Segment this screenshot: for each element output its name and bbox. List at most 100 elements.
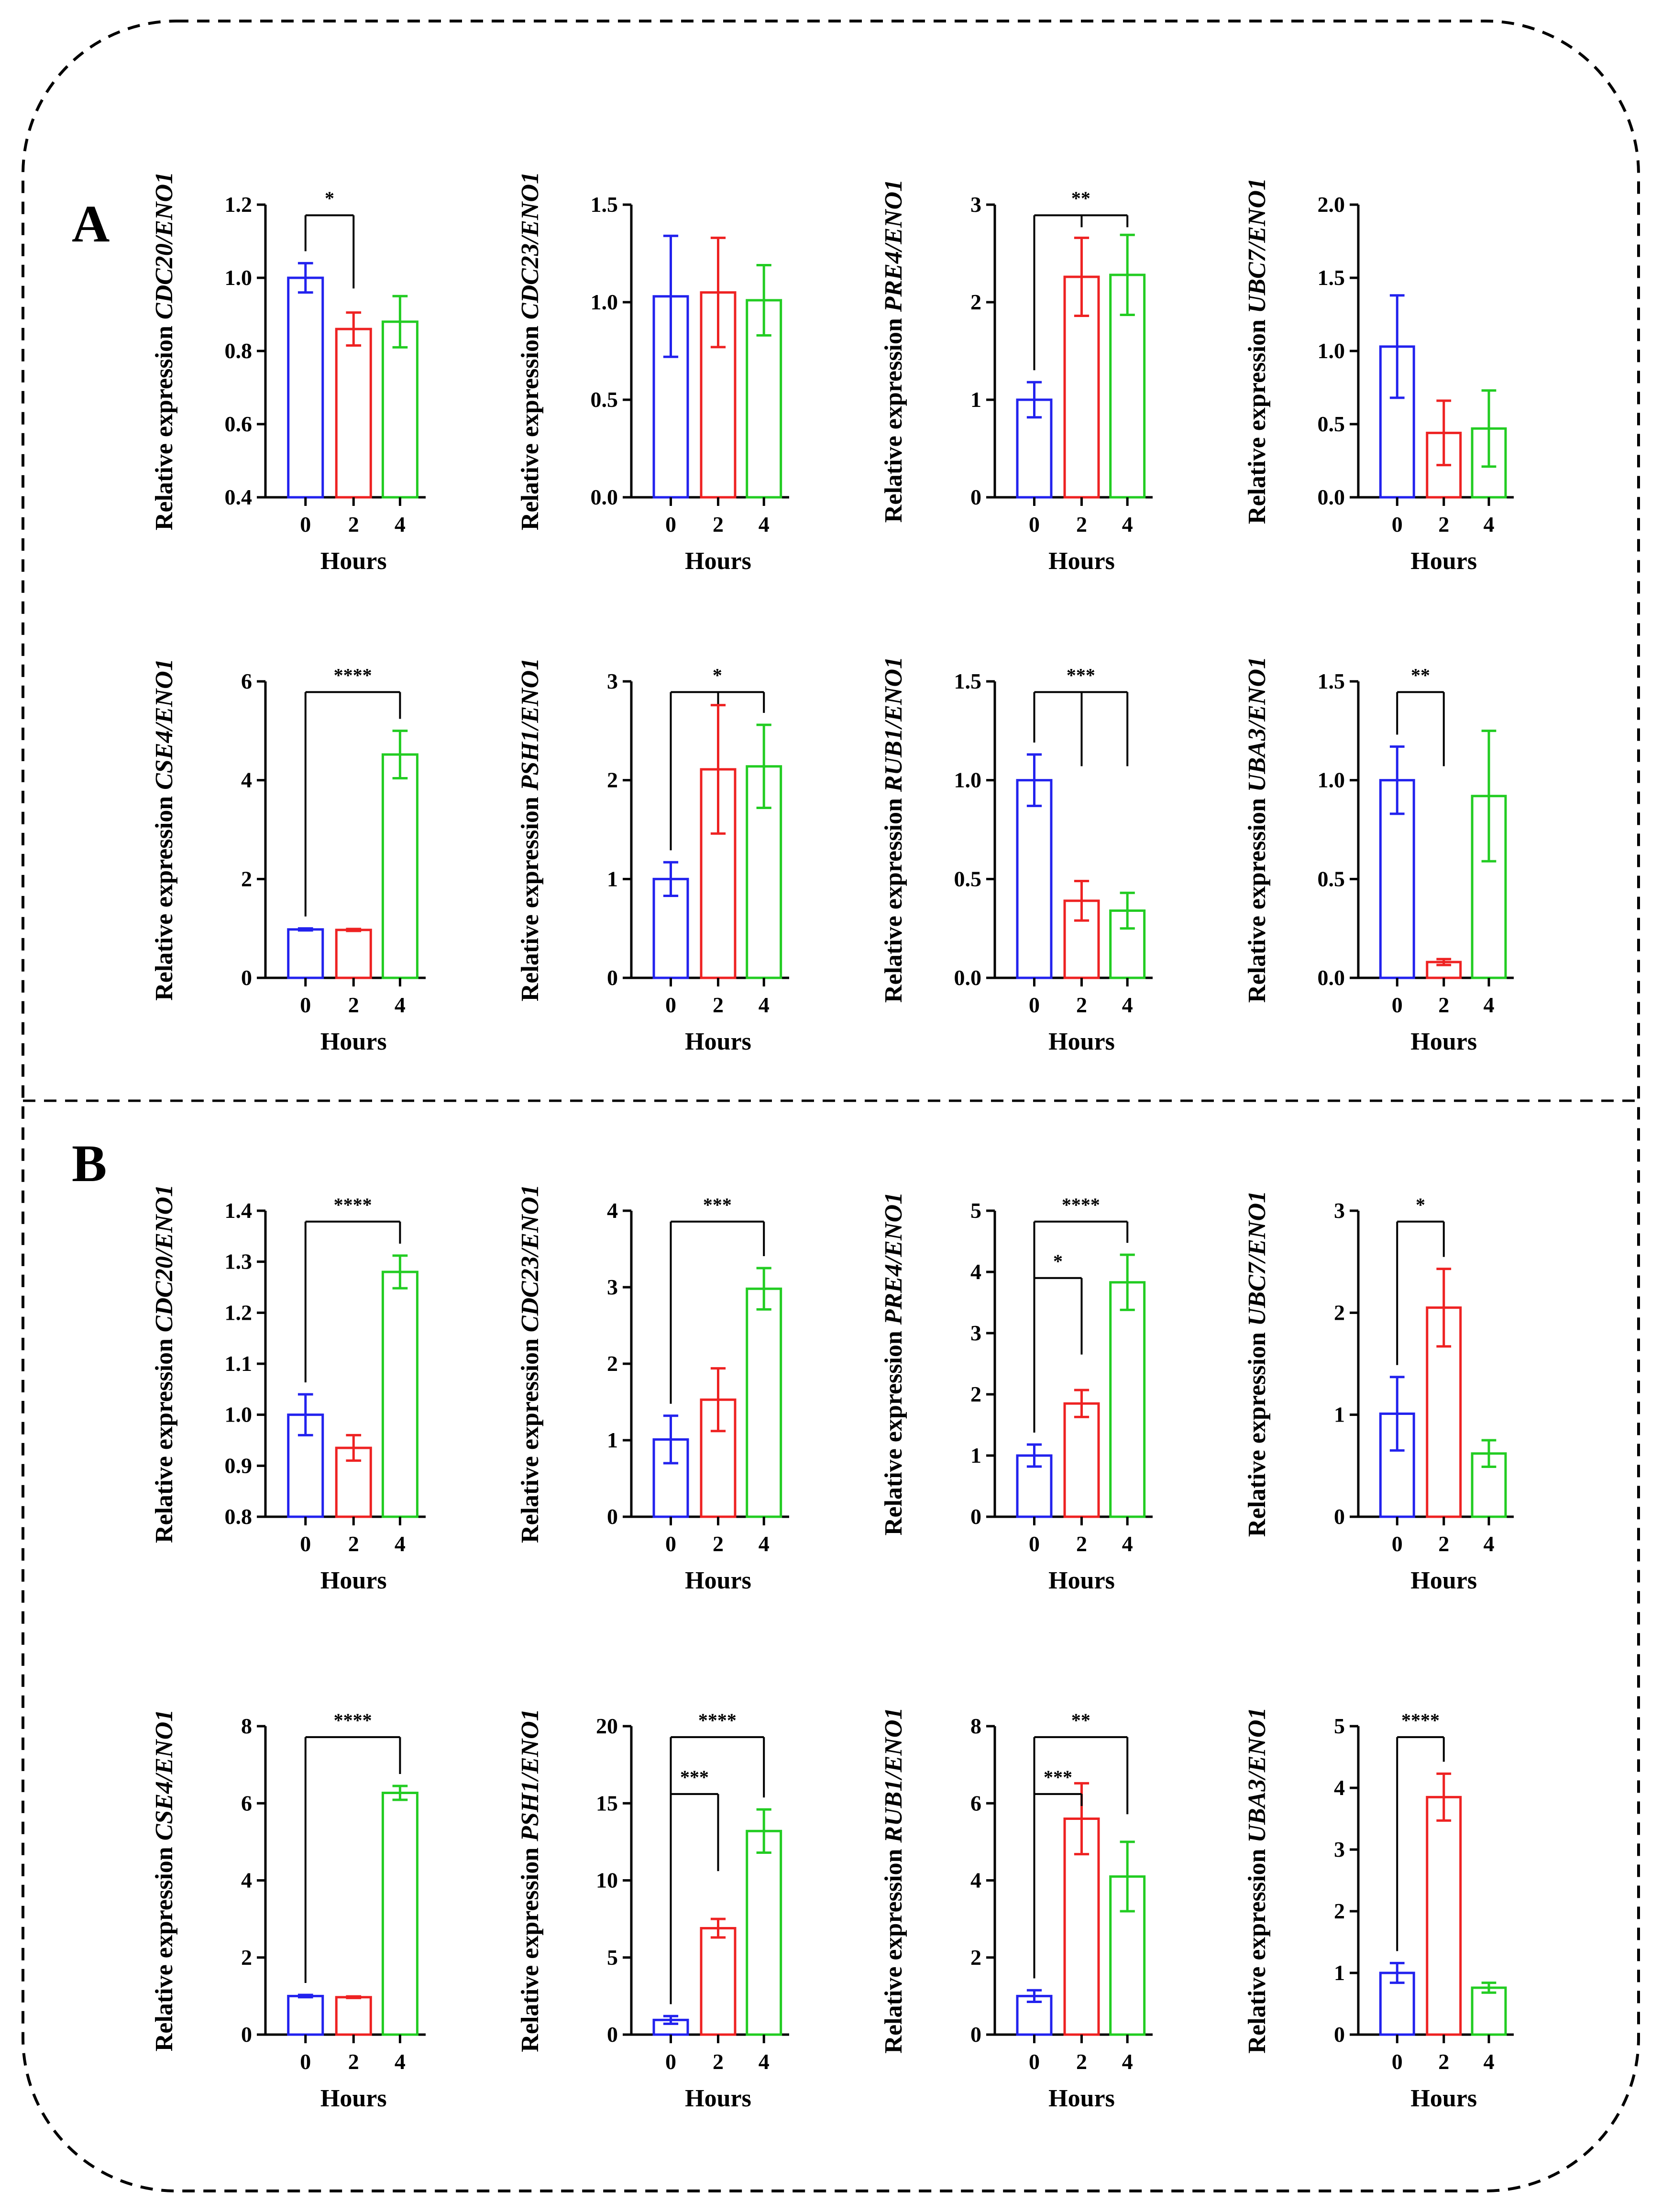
y-axis-title: Relative expression UBC7/ENO1 xyxy=(1244,1191,1271,1537)
y-axis-title-prefix: Relative expression xyxy=(880,1843,907,2054)
y-axis-title-prefix: Relative expression xyxy=(1244,792,1271,1003)
x-axis-title: Hours xyxy=(1410,2085,1477,2112)
y-axis-title-prefix: Relative expression xyxy=(1244,1326,1271,1537)
y-tick-label: 0.5 xyxy=(954,866,982,891)
x-tick-label: 0 xyxy=(300,993,311,1017)
y-tick-label: 1.0 xyxy=(1318,339,1345,363)
x-axis-title: Hours xyxy=(685,2085,751,2112)
y-axis-title-gene: RUB1/ENO1 xyxy=(880,1707,907,1843)
y-tick-label: 0 xyxy=(970,2022,981,2047)
x-tick-label: 2 xyxy=(1076,993,1087,1017)
y-tick-label: 15 xyxy=(596,1791,618,1815)
bar-0h xyxy=(287,276,324,499)
y-axis-title-gene: CSE4/ENO1 xyxy=(151,1709,178,1841)
x-tick-label: 4 xyxy=(1122,993,1133,1017)
y-tick-label: 3 xyxy=(607,669,618,693)
bar-4h xyxy=(746,1287,782,1518)
y-axis-title: Relative expression RUB1/ENO1 xyxy=(880,1707,907,2053)
chart-b-cdc23: 0 1 2 3 4 0 2 4 Hours Relative expression CDC23/E… xyxy=(517,1184,789,1594)
y-tick-label: 4 xyxy=(970,1868,981,1893)
significance-label: **** xyxy=(334,1709,372,1731)
y-axis-title-gene: CDC20/ENO1 xyxy=(151,1184,178,1332)
y-tick-label: 0.0 xyxy=(1318,965,1345,990)
y-tick-label: 2 xyxy=(970,1382,981,1406)
x-tick-label: 4 xyxy=(395,1532,406,1556)
y-axis-title: Relative expression UBA3/ENO1 xyxy=(1244,657,1271,1003)
chart-a-psh1: 0 1 2 3 0 2 4 Hours Relative expression PSH1/ENO… xyxy=(517,658,789,1055)
x-axis-title: Hours xyxy=(1048,2085,1115,2112)
bar-0h xyxy=(1016,779,1053,979)
y-tick-label: 1.5 xyxy=(591,192,618,217)
x-axis-title: Hours xyxy=(1410,548,1477,575)
significance-label: ** xyxy=(1071,1709,1090,1731)
y-axis-title-gene: PRE4/ENO1 xyxy=(880,1192,907,1325)
y-axis-title: Relative expression PRE4/ENO1 xyxy=(880,179,907,523)
y-axis-title-prefix: Relative expression xyxy=(517,1841,544,2052)
significance-label: *** xyxy=(703,1194,732,1216)
x-tick-label: 4 xyxy=(759,2049,770,2074)
x-tick-label: 4 xyxy=(395,512,406,537)
significance-label: **** xyxy=(334,1194,372,1216)
x-tick-label: 4 xyxy=(759,512,770,537)
x-tick-label: 4 xyxy=(395,993,406,1017)
panel-letter-b: B xyxy=(72,1134,107,1193)
y-tick-label: 3 xyxy=(607,1275,618,1299)
y-tick-label: 2 xyxy=(607,1351,618,1376)
x-tick-label: 2 xyxy=(348,993,359,1017)
bar-2h xyxy=(335,328,372,499)
bar-0h xyxy=(287,1994,324,2036)
y-axis-title: Relative expression CDC20/ENO1 xyxy=(151,172,178,530)
y-tick-label: 0 xyxy=(241,965,252,990)
bar-0h xyxy=(287,928,324,979)
y-tick-label: 5 xyxy=(970,1198,981,1223)
y-axis-title-prefix: Relative expression xyxy=(517,790,544,1001)
bar-2h xyxy=(1063,1402,1100,1518)
x-tick-label: 4 xyxy=(1484,993,1495,1017)
y-tick-label: 1.0 xyxy=(1318,768,1345,792)
y-axis-title: Relative expression CDC20/ENO1 xyxy=(151,1184,178,1543)
x-tick-label: 0 xyxy=(300,512,311,537)
significance-label: ** xyxy=(1411,664,1430,686)
x-tick-label: 4 xyxy=(759,993,770,1017)
y-axis-title-prefix: Relative expression xyxy=(517,319,544,530)
chart-a-cse4: 0 2 4 6 0 2 4 Hours Relative expression CSE4/ENO… xyxy=(151,658,426,1055)
x-tick-label: 2 xyxy=(348,1532,359,1556)
x-tick-label: 2 xyxy=(1438,512,1449,537)
y-tick-label: 3 xyxy=(1334,1198,1345,1223)
y-tick-label: 4 xyxy=(241,768,252,792)
significance-label: *** xyxy=(1067,664,1095,686)
y-axis-title-gene: PRE4/ENO1 xyxy=(880,179,907,312)
x-axis-title: Hours xyxy=(1410,1567,1477,1594)
y-axis-title: Relative expression CDC23/ENO1 xyxy=(517,172,544,530)
y-tick-label: 1.1 xyxy=(225,1351,253,1376)
y-axis-title-prefix: Relative expression xyxy=(880,1325,907,1535)
significance-label: **** xyxy=(1062,1194,1100,1216)
bar-2h xyxy=(335,1996,372,2036)
x-axis-title: Hours xyxy=(685,1028,751,1055)
y-tick-label: 2.0 xyxy=(1318,192,1345,217)
y-tick-label: 4 xyxy=(1334,1775,1345,1800)
y-axis-title: Relative expression PSH1/ENO1 xyxy=(517,1708,544,2052)
x-tick-label: 2 xyxy=(1076,1532,1087,1556)
chart-b-uba3: 0 1 2 3 4 5 0 2 4 Hours Relative expression UBA3/E… xyxy=(1244,1707,1514,2112)
chart-b-cdc20: 0.8 0.9 1.0 1.1 1.2 1.3 1.4 0 2 4 Hours Relative ex… xyxy=(151,1184,426,1594)
significance-label: * xyxy=(325,187,334,209)
y-tick-label: 3 xyxy=(970,1321,981,1345)
y-tick-label: 4 xyxy=(607,1198,618,1223)
y-axis-title-gene: CDC23/ENO1 xyxy=(517,172,544,319)
y-tick-label: 0.0 xyxy=(954,965,982,990)
x-tick-label: 2 xyxy=(713,2049,724,2074)
chart-a-pre4: 0 1 2 3 0 2 4 Hours Relative expression PRE4/ENO… xyxy=(880,179,1153,575)
x-axis-title: Hours xyxy=(685,548,751,575)
y-tick-label: 2 xyxy=(1334,1899,1345,1923)
y-tick-label: 1 xyxy=(1334,1402,1345,1427)
y-axis-title: Relative expression CSE4/ENO1 xyxy=(151,658,178,1001)
x-tick-label: 2 xyxy=(348,2049,359,2074)
y-tick-label: 0 xyxy=(1334,1504,1345,1529)
y-axis-title: Relative expression PRE4/ENO1 xyxy=(880,1192,907,1535)
bar-4h xyxy=(746,1829,782,2036)
panel-letter-a: A xyxy=(72,195,110,253)
x-tick-label: 0 xyxy=(1029,993,1040,1017)
x-tick-label: 0 xyxy=(1029,2049,1040,2074)
